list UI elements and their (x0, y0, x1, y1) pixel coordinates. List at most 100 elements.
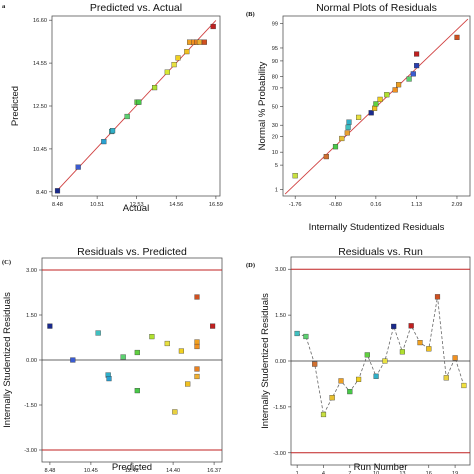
panel-letter: a (2, 3, 6, 10)
data-point (110, 128, 116, 134)
data-point (347, 389, 353, 395)
data-point (106, 376, 112, 382)
reference-line (57, 20, 217, 191)
x-tick-label: 19 (452, 471, 458, 474)
data-point (185, 381, 191, 387)
data-point (384, 92, 390, 98)
data-point (417, 340, 423, 346)
data-point (120, 354, 126, 360)
chart-panel-4: (D) Residuals vs. Run 1 4 7 10 13 16 19 3.00 1.50 0… (246, 246, 471, 474)
y-tick-label: 80 (272, 75, 278, 81)
x-tick-label: -1.76 (289, 202, 302, 208)
data-point (399, 349, 405, 355)
data-point (332, 144, 339, 150)
data-point (149, 334, 155, 340)
data-point (392, 87, 398, 93)
data-point (194, 343, 200, 350)
data-point (178, 348, 184, 354)
x-axis-label: Actual (123, 203, 149, 214)
x-tick-label: -0.80 (329, 202, 342, 208)
y-tick-label: -3.00 (273, 451, 286, 457)
x-tick-label: 10 (373, 471, 379, 474)
data-point (396, 82, 402, 88)
data-point (346, 119, 352, 125)
y-tick-label: -1.50 (24, 403, 37, 409)
data-point (368, 110, 374, 116)
data-point (294, 330, 300, 337)
y-tick-label: 20 (272, 135, 278, 141)
data-point (461, 382, 467, 389)
data-point (323, 154, 329, 160)
data-point (443, 375, 449, 381)
x-tick-label: 8.48 (44, 468, 55, 474)
y-tick-label: 12.50 (33, 104, 47, 110)
x-tick-label: 12.42 (125, 468, 139, 474)
x-tick-label: 12.53 (130, 202, 144, 208)
x-tick-label: 1 (296, 471, 299, 474)
panel-letter: (B) (246, 11, 255, 18)
chart-panel-2: (B) Normal Plots of Residuals -1.76 -0.80 0.… (246, 2, 471, 233)
x-axis-label: Internally Studentized Residuals (309, 222, 445, 233)
data-point (101, 139, 107, 145)
y-axis-label: Internally Studentized Residuals (260, 293, 271, 429)
x-axis-label: Predicted (112, 462, 152, 473)
data-point (356, 114, 362, 120)
data-point (194, 366, 200, 372)
data-point (210, 323, 216, 329)
y-tick-label: -1.50 (273, 405, 286, 411)
data-point (184, 49, 190, 55)
x-tick-label: 14.56 (169, 202, 183, 208)
x-tick-label: 7 (348, 471, 351, 474)
data-point (75, 164, 81, 170)
x-tick-label: 1.13 (411, 202, 422, 208)
chart-panel-1: a Predicted vs. Actual 8.48 10.51 12.53 14.56… (2, 2, 223, 214)
plot-frame (282, 15, 471, 197)
y-tick-label: 99 (272, 22, 278, 28)
y-tick-label: 16.60 (33, 18, 47, 24)
data-point (377, 96, 383, 102)
data-point (201, 39, 207, 45)
data-point (54, 188, 61, 194)
data-point (454, 34, 460, 40)
data-point (414, 51, 420, 57)
x-tick-label: 0.16 (370, 202, 381, 208)
data-point (303, 333, 309, 340)
data-point (391, 323, 397, 329)
data-point (329, 395, 335, 401)
data-point (164, 69, 170, 75)
data-point (124, 113, 130, 120)
data-point (196, 39, 203, 45)
data-point (164, 340, 170, 347)
data-point (408, 323, 414, 329)
data-point (338, 378, 344, 384)
data-point (356, 376, 362, 382)
data-point (452, 355, 458, 361)
data-point (171, 62, 177, 68)
data-point (414, 63, 420, 69)
x-axis-label: Run Number (354, 462, 408, 473)
data-point (320, 411, 327, 418)
data-point (382, 358, 388, 364)
y-tick-label: 1.50 (275, 313, 286, 319)
y-tick-label: 0.00 (275, 359, 286, 365)
series-line (296, 296, 465, 416)
panel-letter: (D) (246, 262, 255, 269)
data-point (344, 130, 350, 136)
y-tick-label: 3.00 (26, 268, 37, 274)
y-tick-label: -3.00 (24, 448, 37, 454)
y-tick-label: 90 (272, 59, 278, 65)
x-tick-label: 13 (399, 471, 405, 474)
x-tick-label: 14.40 (166, 468, 180, 474)
panel-letter: (C) (2, 259, 11, 266)
x-tick-label: 16.37 (207, 468, 221, 474)
data-point (47, 323, 53, 329)
data-point (373, 373, 379, 379)
data-point (70, 357, 76, 363)
y-tick-label: 70 (272, 86, 278, 92)
x-tick-label: 16 (426, 471, 432, 474)
chart-title: Predicted vs. Actual (90, 2, 182, 14)
y-tick-label: 14.55 (33, 61, 47, 67)
data-point (364, 352, 370, 358)
data-point (136, 99, 142, 105)
